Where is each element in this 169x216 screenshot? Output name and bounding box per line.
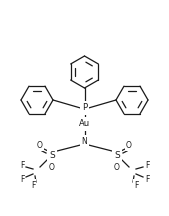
Text: F: F [20, 175, 24, 184]
Text: S: S [114, 151, 120, 159]
Text: O: O [114, 162, 120, 172]
Text: F: F [20, 160, 24, 170]
Text: S: S [49, 151, 55, 159]
Text: O: O [126, 140, 132, 149]
Text: O: O [49, 162, 55, 172]
Text: O: O [37, 140, 43, 149]
Text: Au: Au [79, 119, 90, 129]
Text: F: F [134, 181, 138, 189]
Text: F: F [145, 175, 149, 184]
Text: P: P [82, 103, 87, 113]
Text: F: F [31, 181, 35, 189]
Text: F: F [145, 160, 149, 170]
Text: N: N [82, 137, 87, 146]
